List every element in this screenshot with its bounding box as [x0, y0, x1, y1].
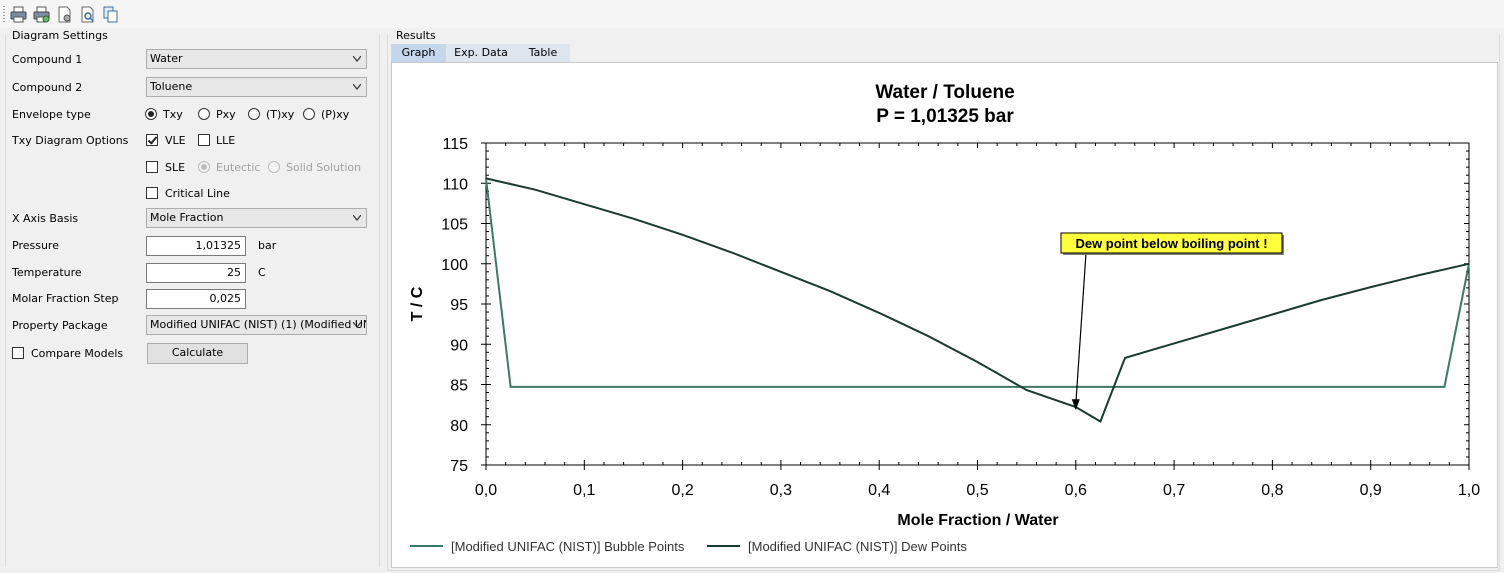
vle-checkbox[interactable] — [146, 134, 158, 146]
x-tick-label: 0,1 — [573, 482, 595, 499]
compare-models-label: Compare Models — [31, 347, 124, 360]
eutectic-label: Eutectic — [216, 161, 261, 174]
diagram-settings-group — [5, 35, 380, 567]
legend-label: [Modified UNIFAC (NIST)] Bubble Points — [451, 539, 685, 554]
x-tick-label: 0,4 — [868, 482, 890, 499]
molar-step-input[interactable]: 0,025 — [146, 289, 246, 309]
sle-label: SLE — [165, 161, 186, 174]
preview-icon[interactable] — [79, 6, 96, 23]
page-setup-icon[interactable] — [56, 6, 73, 23]
pressure-input[interactable]: 1,01325 — [146, 236, 246, 256]
txy-options-label: Txy Diagram Options — [12, 134, 129, 147]
y-tick-label: 100 — [441, 257, 468, 274]
xaxis-basis-label: X Axis Basis — [12, 212, 79, 225]
dew-points-line — [485, 177, 1470, 423]
toolbar — [0, 0, 1504, 28]
pressure-label: Pressure — [12, 239, 59, 252]
annotation-arrow-line — [1075, 252, 1087, 405]
annotation-arrow-head — [1071, 399, 1080, 411]
chevron-down-icon — [353, 215, 361, 221]
chart-subtitle: P = 1,01325 bar — [876, 106, 1014, 127]
chevron-down-icon — [353, 322, 361, 328]
y-tick-label: 85 — [450, 378, 468, 395]
compound2-value: Toluene — [150, 80, 193, 93]
property-package-label: Property Package — [12, 319, 108, 332]
y-tick-label: 75 — [450, 458, 468, 475]
graph-panel: Water / Toluene P = 1,01325 bar Mole Fra… — [391, 62, 1498, 568]
x-tick-label: 0,6 — [1065, 482, 1087, 499]
sle-checkbox[interactable] — [146, 161, 158, 173]
compare-models-checkbox[interactable] — [12, 347, 24, 359]
lle-label: LLE — [216, 134, 236, 147]
envelope-pcxy-label: (P)xy — [321, 108, 350, 121]
compound2-label: Compound 2 — [12, 81, 83, 94]
plot-frame — [485, 142, 1470, 466]
x-tick-label: 0,3 — [770, 482, 792, 499]
calculate-button[interactable]: Calculate — [147, 343, 248, 364]
x-tick-label: 0,2 — [671, 482, 693, 499]
print-preview-icon[interactable] — [33, 6, 50, 23]
envelope-tcxy-label: (T)xy — [266, 108, 295, 121]
envelope-txy-label: Txy — [163, 108, 183, 121]
compound1-value: Water — [150, 52, 183, 65]
critical-line-checkbox[interactable] — [146, 187, 158, 199]
x-tick-label: 0,8 — [1261, 482, 1283, 499]
y-tick-label: 90 — [450, 337, 468, 354]
tab-graph[interactable]: Graph — [391, 44, 446, 62]
envelope-type-label: Envelope type — [12, 108, 91, 121]
chevron-down-icon — [353, 56, 361, 62]
temperature-label: Temperature — [12, 266, 82, 279]
print-icon[interactable] — [10, 6, 27, 23]
phase-diagram-chart[interactable]: Water / Toluene P = 1,01325 bar Mole Fra… — [392, 63, 1497, 567]
envelope-pcxy-radio[interactable] — [303, 108, 315, 120]
xaxis-basis-select[interactable]: Mole Fraction — [146, 208, 367, 228]
molar-step-label: Molar Fraction Step — [12, 292, 119, 305]
y-tick-label: 110 — [442, 176, 468, 193]
results-title: Results — [394, 29, 438, 42]
property-package-select[interactable]: Modified UNIFAC (NIST) (1) (Modified UNI… — [146, 315, 367, 335]
tab-exp-data[interactable]: Exp. Data — [446, 44, 516, 62]
eutectic-radio[interactable] — [198, 161, 210, 173]
vle-label: VLE — [165, 134, 186, 147]
y-axis-label: T / C — [409, 286, 426, 321]
y-tick-label: 105 — [441, 217, 468, 234]
compound1-select[interactable]: Water — [146, 49, 367, 69]
annotation-box — [1060, 232, 1283, 254]
copy-icon[interactable] — [102, 6, 119, 23]
x-tick-label: 1,0 — [1458, 482, 1480, 499]
x-tick-label: 0,5 — [966, 482, 988, 499]
bubble-points-line — [485, 178, 1470, 388]
legend-label: [Modified UNIFAC (NIST)] Dew Points — [748, 539, 967, 554]
solid-solution-label: Solid Solution — [286, 161, 362, 174]
annotation-text: Dew point below boiling point ! — [1075, 236, 1267, 251]
chart-title: Water / Toluene — [875, 82, 1014, 103]
xaxis-basis-value: Mole Fraction — [150, 211, 224, 224]
compound2-select[interactable]: Toluene — [146, 77, 367, 97]
solid-solution-radio[interactable] — [268, 161, 280, 173]
lle-checkbox[interactable] — [198, 134, 210, 146]
y-tick-label: 95 — [450, 297, 468, 314]
x-axis-label: Mole Fraction / Water — [897, 512, 1058, 529]
envelope-pxy-label: Pxy — [216, 108, 236, 121]
property-package-value: Modified UNIFAC (NIST) (1) (Modified UNI… — [150, 318, 366, 331]
x-tick-label: 0,0 — [475, 482, 497, 499]
tab-table[interactable]: Table — [516, 44, 570, 62]
temperature-unit: C — [258, 266, 266, 279]
envelope-pxy-radio[interactable] — [198, 108, 210, 120]
x-tick-label: 0,9 — [1360, 482, 1382, 499]
envelope-tcxy-radio[interactable] — [248, 108, 260, 120]
diagram-settings-title: Diagram Settings — [10, 29, 110, 42]
toolbar-grip-icon — [3, 6, 5, 22]
envelope-txy-radio[interactable] — [145, 108, 157, 120]
compound1-label: Compound 1 — [12, 53, 83, 66]
pressure-unit: bar — [258, 239, 277, 252]
x-tick-label: 0,7 — [1163, 482, 1185, 499]
y-tick-label: 80 — [450, 418, 468, 435]
y-tick-label: 115 — [442, 136, 468, 153]
temperature-input[interactable]: 25 — [146, 263, 246, 283]
results-group — [387, 35, 1500, 571]
chevron-down-icon — [353, 84, 361, 90]
critical-line-label: Critical Line — [165, 187, 230, 200]
